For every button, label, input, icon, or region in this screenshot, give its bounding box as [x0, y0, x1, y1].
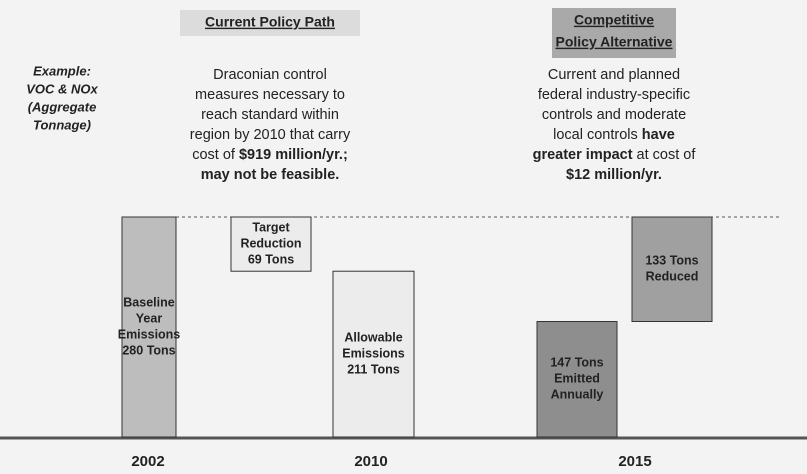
side-note: (Aggregate — [28, 99, 97, 114]
bar-text: Emissions — [342, 346, 405, 360]
note-text: federal industry-specific — [538, 87, 690, 103]
note-line: Current and planned — [548, 67, 680, 83]
bar — [230, 216, 312, 272]
note-text: reach standard within — [201, 107, 339, 123]
note-text: have — [642, 127, 675, 143]
note-line: reach standard within — [201, 107, 339, 123]
note-text: local controls — [553, 127, 642, 143]
bar — [536, 321, 618, 438]
bar-text: Annually — [551, 388, 604, 402]
note-text: Draconian control — [213, 67, 327, 83]
note-text: Current and planned — [548, 67, 680, 83]
note-line: may not be feasible. — [201, 167, 340, 183]
heading: Current Policy Path — [205, 14, 335, 30]
value-label: 211 Tons — [347, 362, 400, 376]
heading-box — [180, 10, 360, 36]
bar-text: Year — [136, 311, 163, 325]
bar — [631, 216, 713, 322]
x-tick-label: 2002 — [131, 453, 164, 470]
bar-text: Reduced — [646, 270, 699, 284]
note-line: measures necessary to — [195, 87, 345, 103]
bar — [332, 270, 415, 438]
bar-text: Reduction — [240, 236, 301, 250]
note-text: cost of — [192, 147, 239, 163]
bar-text: Target — [252, 220, 290, 234]
note-text: may not be feasible. — [201, 167, 340, 183]
heading: Policy Alternative — [556, 34, 673, 50]
bar-text: Emitted — [554, 372, 600, 386]
note-text: at cost of — [633, 147, 697, 163]
x-tick-label: 2010 — [354, 453, 387, 470]
bar-text: Allowable — [344, 330, 402, 344]
note-text: greater impact — [533, 147, 633, 163]
note-line: region by 2010 that carry — [190, 127, 351, 143]
bar-text: Baseline — [123, 295, 174, 309]
side-note: VOC & NOx — [26, 81, 98, 96]
value-label: 280 Tons — [122, 343, 175, 357]
bar-text: Emissions — [118, 327, 181, 341]
note-line: federal industry-specific — [538, 87, 690, 103]
note-text: $919 million/yr.; — [239, 147, 348, 163]
note-text: region by 2010 that carry — [190, 127, 351, 143]
value-label: 133 Tons — [645, 254, 698, 268]
heading-box — [552, 8, 676, 58]
note-line: controls and moderate — [542, 107, 686, 123]
value-label: 147 Tons — [550, 356, 603, 370]
note-line: cost of $919 million/yr.; — [192, 147, 348, 163]
note-line: Draconian control — [213, 67, 327, 83]
bar — [121, 216, 177, 438]
note-line: local controls have — [553, 127, 675, 143]
note-line: greater impact at cost of — [533, 147, 697, 163]
value-label: 69 Tons — [248, 252, 294, 266]
side-note: Tonnage) — [33, 117, 91, 132]
side-note: Example: — [33, 63, 91, 78]
note-text: controls and moderate — [542, 107, 686, 123]
note-text: measures necessary to — [195, 87, 345, 103]
note-text: $12 million/yr. — [566, 167, 662, 183]
x-tick-label: 2015 — [618, 453, 651, 470]
note-line: $12 million/yr. — [566, 167, 662, 183]
heading: Competitive — [574, 12, 654, 28]
